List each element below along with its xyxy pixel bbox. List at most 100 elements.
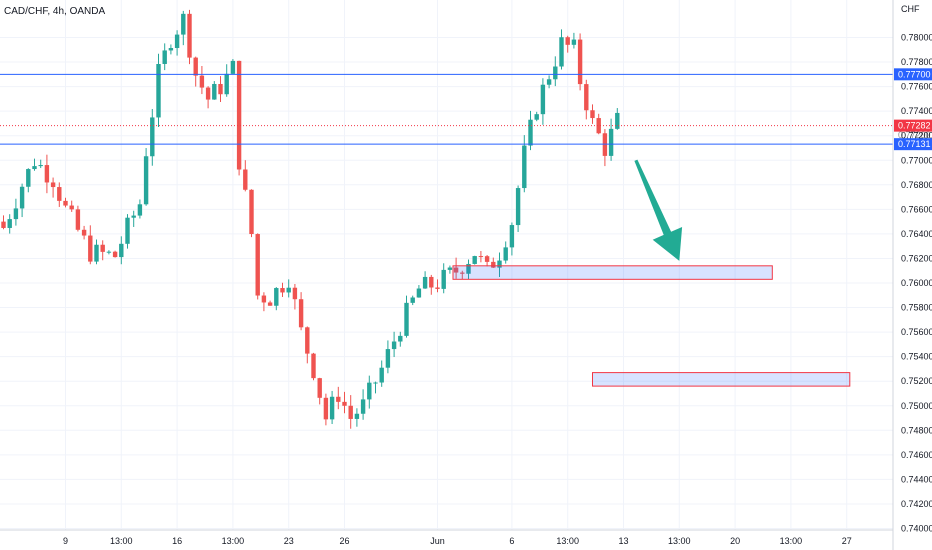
candle-body xyxy=(168,48,174,51)
candle-body xyxy=(441,269,446,289)
price-badge-label: 0.77700 xyxy=(898,69,931,79)
candle-body xyxy=(354,413,360,419)
candle-body xyxy=(577,39,583,85)
price-tick-label: 0.77200 xyxy=(901,131,932,141)
price-tick-label: 0.74800 xyxy=(901,425,932,435)
candle-body xyxy=(174,34,180,49)
price-tick-label: 0.76600 xyxy=(901,204,932,214)
price-axis[interactable]: CHF 0.780000.778000.776000.774000.772000… xyxy=(892,0,932,550)
candle-body xyxy=(391,341,397,350)
price-tick-label: 0.75400 xyxy=(901,352,932,362)
candle-body xyxy=(336,396,341,402)
candle-body xyxy=(143,156,149,205)
time-tick-label: 26 xyxy=(339,536,349,546)
candle-body xyxy=(373,382,378,384)
price-tick-label: 0.76200 xyxy=(901,253,932,263)
candle-body xyxy=(528,119,533,146)
price-badge xyxy=(894,68,932,81)
drawings-layer[interactable] xyxy=(0,73,893,387)
zone-upper[interactable] xyxy=(452,265,773,280)
candle-body xyxy=(261,295,267,303)
candle-body xyxy=(590,110,595,119)
candle-body xyxy=(156,63,161,118)
price-tick-label: 0.77000 xyxy=(901,155,932,165)
candle-body xyxy=(453,267,459,273)
candle-body xyxy=(565,37,570,45)
candle-body xyxy=(323,397,329,420)
candle-body xyxy=(69,205,74,210)
candle-body xyxy=(19,186,25,209)
candle-body xyxy=(478,256,484,258)
time-tick-label: 6 xyxy=(509,536,514,546)
candle-body xyxy=(50,182,56,188)
candle-body xyxy=(416,288,422,298)
candle-body xyxy=(509,225,515,248)
candle-body xyxy=(497,260,502,268)
candle-body xyxy=(379,367,384,383)
candle-body xyxy=(131,215,136,218)
candle-body xyxy=(280,288,285,293)
candle-body xyxy=(342,401,347,406)
symbol-title[interactable]: CAD/CHF, 4h, OANDA xyxy=(4,6,105,17)
candle-body xyxy=(150,117,155,157)
candle-body xyxy=(38,165,43,167)
candle-body xyxy=(162,50,167,64)
zone-lower[interactable] xyxy=(592,372,851,387)
candle-body xyxy=(553,66,558,80)
candle-body xyxy=(94,244,99,262)
down-arrow-annotation[interactable] xyxy=(634,159,683,261)
candle-body xyxy=(596,118,601,134)
price-tick-label-hidden: 0.77200 xyxy=(898,130,931,140)
candle-body xyxy=(125,217,130,244)
price-tick-label: 0.74600 xyxy=(901,450,932,460)
time-tick-label: 20 xyxy=(730,536,740,546)
candle-body xyxy=(88,235,93,262)
price-tick-label: 0.77600 xyxy=(901,82,932,92)
candle-body xyxy=(305,327,310,354)
candle-body xyxy=(410,297,415,303)
candle-body xyxy=(491,261,496,268)
time-tick-label: Jun xyxy=(430,536,445,546)
candle-body xyxy=(540,84,546,115)
candle-body xyxy=(267,302,273,306)
time-tick-label: 9 xyxy=(63,536,68,546)
price-tick-label: 0.76000 xyxy=(901,278,932,288)
candle-body xyxy=(292,287,298,300)
candle-body xyxy=(255,234,260,296)
price-tick-label: 0.78000 xyxy=(901,33,932,43)
candle-body xyxy=(503,247,508,261)
time-axis[interactable]: 9 13:00 16 13:00 23 26 Jun 6 13:00 13 13:00 20 13:00… xyxy=(0,529,893,546)
candle-body xyxy=(298,299,304,328)
candle-body xyxy=(360,399,366,414)
candle-body xyxy=(218,83,223,95)
plot-area[interactable] xyxy=(0,0,893,530)
candle-body xyxy=(311,353,316,379)
candle-body xyxy=(546,79,552,85)
time-tick-label: 23 xyxy=(284,536,294,546)
candle-body xyxy=(212,83,217,100)
candle-body xyxy=(13,208,19,220)
candle-body xyxy=(224,73,229,95)
candle-body xyxy=(44,165,50,183)
candle-body xyxy=(57,187,62,201)
candle-body xyxy=(286,287,291,293)
candle-body xyxy=(404,302,409,336)
time-tick-label: 13 xyxy=(618,536,628,546)
price-tick-label: 0.76400 xyxy=(901,229,932,239)
candle-body xyxy=(329,396,335,420)
candle-body xyxy=(385,349,391,368)
time-tick-label: 13:00 xyxy=(110,536,133,546)
candle-body xyxy=(249,189,254,235)
candle-body xyxy=(1,221,6,228)
candle-body xyxy=(484,256,490,262)
candle-body xyxy=(63,200,68,206)
time-tick-label: 27 xyxy=(842,536,852,546)
candle-body xyxy=(615,112,620,129)
candle-body xyxy=(447,267,453,270)
candle-body xyxy=(100,244,105,252)
candle-body xyxy=(317,378,322,398)
price-tick-label: 0.75600 xyxy=(901,327,932,337)
price-tick-label: 0.75200 xyxy=(901,376,932,386)
candle-body xyxy=(236,60,242,170)
